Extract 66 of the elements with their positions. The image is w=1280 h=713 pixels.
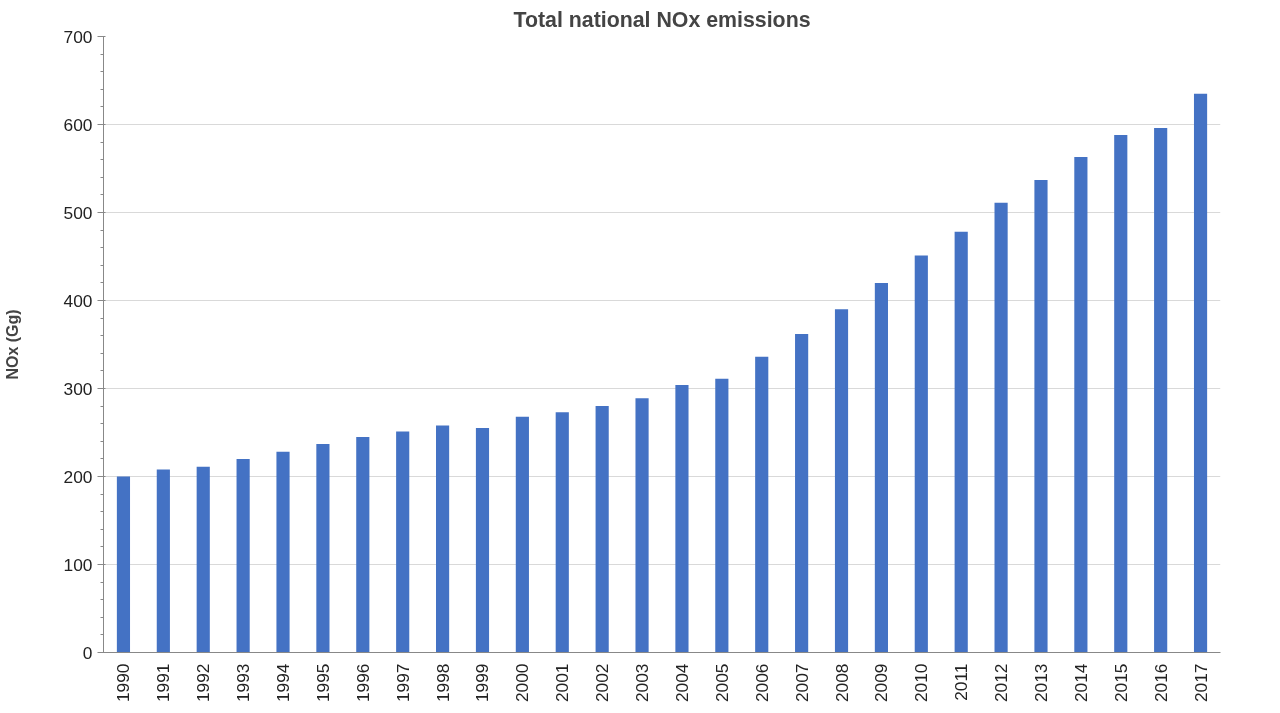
x-tick-label: 2006 (751, 663, 772, 703)
bar (1193, 93, 1208, 653)
x-tick-label: 2011 (951, 663, 972, 701)
y-tick-label: 600 (63, 114, 93, 135)
bar (834, 309, 849, 653)
x-tick-label: 2008 (831, 663, 852, 703)
bar (276, 451, 290, 653)
x-tick-label: 1997 (392, 663, 413, 703)
chart-title: Total national NOx emissions (513, 7, 811, 32)
y-tick-label: 700 (63, 26, 93, 47)
x-tick-label: 1994 (273, 663, 294, 703)
x-tick-label: 2013 (1030, 663, 1051, 703)
bar (1034, 179, 1048, 653)
x-tick-label: 2012 (991, 663, 1012, 703)
x-tick-label: 2017 (1190, 663, 1211, 703)
y-axis-title: NOx (Gg) (3, 309, 21, 380)
x-tick-label: 1996 (352, 663, 373, 703)
bar (356, 436, 370, 653)
bar (1114, 135, 1128, 653)
bar (874, 282, 888, 653)
bar (914, 255, 928, 653)
x-tick-label: 2005 (711, 663, 732, 703)
bar (715, 378, 729, 653)
bar (755, 356, 769, 653)
bar (675, 384, 689, 653)
bar (196, 466, 210, 653)
x-tick-label: 2003 (632, 663, 653, 703)
bar (954, 231, 968, 653)
x-tick-label: 2014 (1070, 663, 1091, 703)
x-tick-label: 2000 (512, 663, 533, 703)
x-tick-label: 2016 (1150, 663, 1171, 703)
x-tick-label: 2004 (671, 663, 692, 703)
x-tick-label: 1992 (193, 663, 214, 703)
bar (1154, 128, 1168, 653)
x-tick-label: 2007 (791, 663, 812, 703)
y-tick-label: 0 (82, 642, 93, 663)
bar (994, 202, 1008, 653)
bar (396, 431, 410, 653)
x-tick-label: 1998 (432, 663, 453, 703)
y-tick-label: 300 (63, 378, 93, 399)
x-tick-label: 2015 (1110, 663, 1131, 703)
bar (595, 406, 609, 653)
y-tick-label: 100 (63, 554, 93, 575)
bar (795, 333, 809, 653)
x-tick-label: 2001 (552, 663, 573, 703)
bar (436, 425, 450, 653)
bar (156, 469, 170, 653)
bar (555, 412, 569, 653)
x-tick-label: 1995 (312, 663, 333, 703)
x-tick-label: 2002 (592, 663, 613, 703)
bar (475, 428, 490, 653)
bar (1074, 157, 1088, 653)
x-tick-label: 1991 (153, 663, 174, 703)
bar (236, 458, 250, 653)
bar (116, 476, 131, 653)
bar (515, 416, 529, 653)
y-tick-label: 400 (63, 290, 93, 311)
x-tick-label: 1999 (472, 663, 493, 703)
x-tick-label: 2009 (871, 663, 892, 703)
bar (316, 443, 330, 653)
y-tick-label: 500 (63, 202, 93, 223)
x-tick-label: 1990 (113, 663, 134, 703)
x-tick-label: 1993 (233, 663, 254, 703)
y-tick-label: 200 (63, 466, 93, 487)
bar (635, 398, 649, 653)
x-tick-label: 2010 (911, 663, 932, 703)
